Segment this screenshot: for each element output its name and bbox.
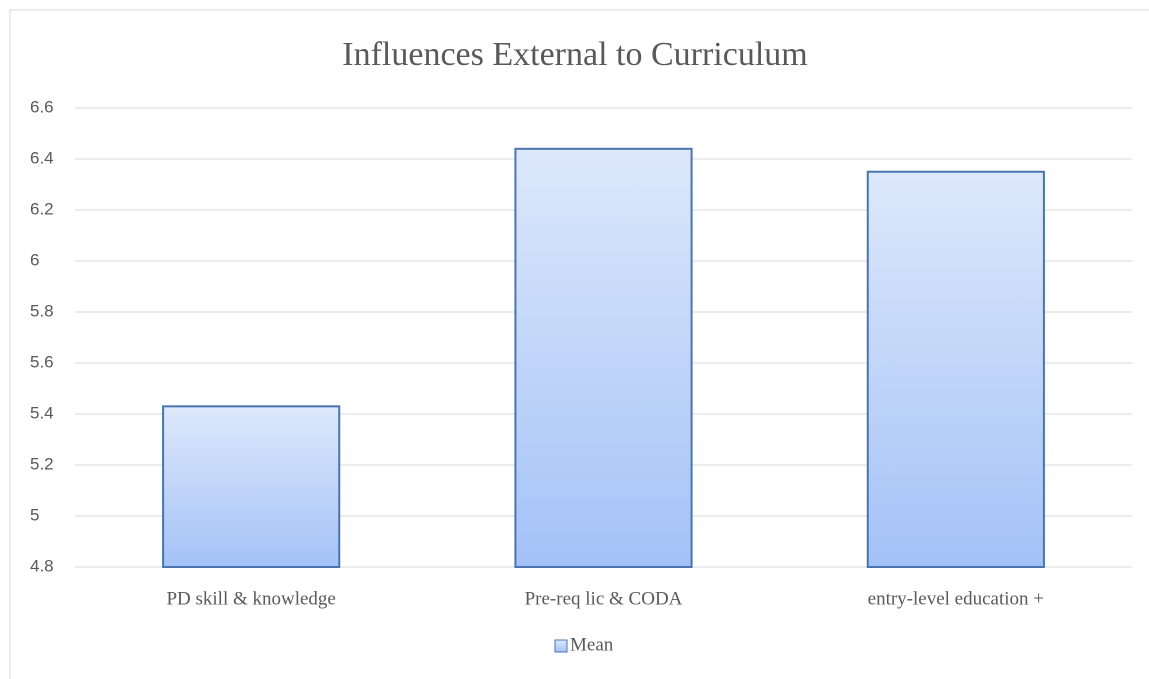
x-tick-label: Pre-req lic & CODA — [525, 588, 683, 609]
y-tick-label: 6 — [30, 250, 39, 269]
y-tick-label: 6.4 — [30, 148, 54, 167]
legend-swatch — [554, 639, 568, 653]
legend-label: Mean — [570, 634, 614, 655]
chart-title: Influences External to Curriculum — [342, 36, 807, 73]
x-tick-label: PD skill & knowledge — [166, 588, 335, 609]
y-tick-label: 6.6 — [30, 97, 54, 116]
bar — [514, 147, 693, 569]
bar — [866, 170, 1045, 568]
y-tick-label: 4.8 — [30, 556, 54, 575]
y-tick-label: 5 — [30, 505, 39, 524]
y-tick-label: 5.6 — [30, 352, 54, 371]
x-tick-label: entry-level education + — [868, 588, 1044, 609]
y-tick-label: 5.4 — [30, 403, 54, 422]
bar — [162, 405, 341, 568]
y-tick-label: 5.2 — [30, 454, 54, 473]
y-tick-label: 5.8 — [30, 301, 54, 320]
y-tick-label: 6.2 — [30, 199, 54, 218]
